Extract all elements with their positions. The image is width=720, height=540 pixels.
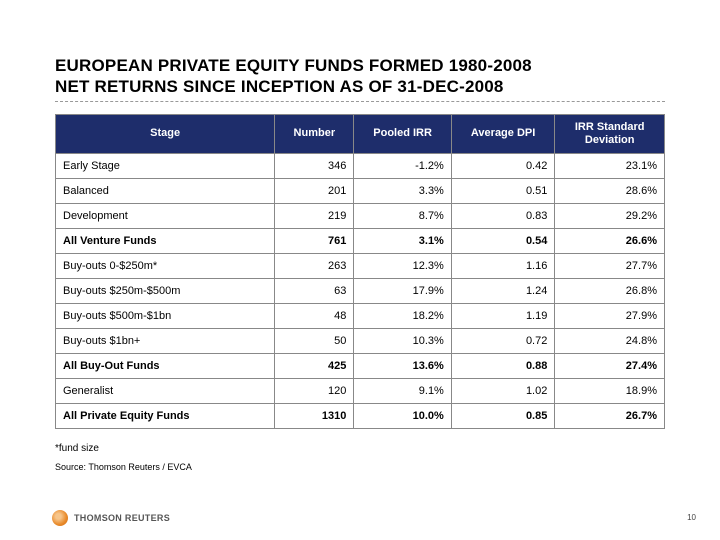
col-header-number: Number <box>275 114 354 153</box>
col-header-stage: Stage <box>56 114 275 153</box>
cell-pooled-irr: 10.3% <box>354 328 451 353</box>
cell-avg-dpi: 1.24 <box>451 278 555 303</box>
cell-avg-dpi: 0.54 <box>451 228 555 253</box>
cell-pooled-irr: 9.1% <box>354 378 451 403</box>
cell-irr-sd: 26.6% <box>555 228 665 253</box>
title-divider <box>55 101 665 102</box>
cell-number: 120 <box>275 378 354 403</box>
cell-pooled-irr: -1.2% <box>354 153 451 178</box>
col-header-avg-dpi: Average DPI <box>451 114 555 153</box>
table-row: Buy-outs $500m-$1bn4818.2%1.1927.9% <box>56 303 665 328</box>
cell-irr-sd: 27.4% <box>555 353 665 378</box>
cell-number: 63 <box>275 278 354 303</box>
table-row: All Venture Funds7613.1%0.5426.6% <box>56 228 665 253</box>
cell-stage: Buy-outs 0-$250m* <box>56 253 275 278</box>
cell-irr-sd: 28.6% <box>555 178 665 203</box>
cell-irr-sd: 23.1% <box>555 153 665 178</box>
cell-pooled-irr: 18.2% <box>354 303 451 328</box>
cell-avg-dpi: 0.83 <box>451 203 555 228</box>
brand-logo: THOMSON REUTERS <box>52 510 170 526</box>
cell-number: 48 <box>275 303 354 328</box>
cell-irr-sd: 26.8% <box>555 278 665 303</box>
cell-stage: All Venture Funds <box>56 228 275 253</box>
cell-number: 1310 <box>275 403 354 428</box>
cell-number: 761 <box>275 228 354 253</box>
source-text: Source: Thomson Reuters / EVCA <box>55 462 665 472</box>
cell-number: 346 <box>275 153 354 178</box>
cell-pooled-irr: 3.1% <box>354 228 451 253</box>
cell-stage: All Buy-Out Funds <box>56 353 275 378</box>
cell-pooled-irr: 13.6% <box>354 353 451 378</box>
cell-pooled-irr: 8.7% <box>354 203 451 228</box>
cell-pooled-irr: 17.9% <box>354 278 451 303</box>
cell-avg-dpi: 0.72 <box>451 328 555 353</box>
cell-pooled-irr: 10.0% <box>354 403 451 428</box>
cell-avg-dpi: 1.02 <box>451 378 555 403</box>
table-row: Generalist1209.1%1.0218.9% <box>56 378 665 403</box>
cell-avg-dpi: 0.85 <box>451 403 555 428</box>
cell-irr-sd: 27.9% <box>555 303 665 328</box>
page-number: 10 <box>687 513 696 522</box>
table-header-row: Stage Number Pooled IRR Average DPI IRR … <box>56 114 665 153</box>
returns-table: Stage Number Pooled IRR Average DPI IRR … <box>55 114 665 429</box>
cell-irr-sd: 24.8% <box>555 328 665 353</box>
cell-stage: Generalist <box>56 378 275 403</box>
table-row: Development2198.7%0.8329.2% <box>56 203 665 228</box>
cell-number: 201 <box>275 178 354 203</box>
brand-logo-text: THOMSON REUTERS <box>74 513 170 523</box>
table-row: Buy-outs 0-$250m*26312.3%1.1627.7% <box>56 253 665 278</box>
cell-pooled-irr: 3.3% <box>354 178 451 203</box>
col-header-pooled-irr: Pooled IRR <box>354 114 451 153</box>
cell-irr-sd: 26.7% <box>555 403 665 428</box>
table-row: All Private Equity Funds131010.0%0.8526.… <box>56 403 665 428</box>
cell-irr-sd: 27.7% <box>555 253 665 278</box>
cell-stage: Development <box>56 203 275 228</box>
table-row: Balanced2013.3%0.5128.6% <box>56 178 665 203</box>
cell-stage: Early Stage <box>56 153 275 178</box>
table-row: Buy-outs $1bn+5010.3%0.7224.8% <box>56 328 665 353</box>
cell-stage: All Private Equity Funds <box>56 403 275 428</box>
slide-title-line2: NET RETURNS SINCE INCEPTION AS OF 31-DEC… <box>55 76 665 97</box>
cell-stage: Balanced <box>56 178 275 203</box>
cell-number: 50 <box>275 328 354 353</box>
cell-avg-dpi: 1.16 <box>451 253 555 278</box>
thomson-reuters-icon <box>52 510 68 526</box>
cell-stage: Buy-outs $1bn+ <box>56 328 275 353</box>
cell-avg-dpi: 0.88 <box>451 353 555 378</box>
slide-title-line1: EUROPEAN PRIVATE EQUITY FUNDS FORMED 198… <box>55 55 665 76</box>
cell-avg-dpi: 1.19 <box>451 303 555 328</box>
cell-pooled-irr: 12.3% <box>354 253 451 278</box>
cell-irr-sd: 18.9% <box>555 378 665 403</box>
cell-stage: Buy-outs $250m-$500m <box>56 278 275 303</box>
table-row: Buy-outs $250m-$500m6317.9%1.2426.8% <box>56 278 665 303</box>
cell-number: 219 <box>275 203 354 228</box>
cell-avg-dpi: 0.42 <box>451 153 555 178</box>
cell-irr-sd: 29.2% <box>555 203 665 228</box>
cell-stage: Buy-outs $500m-$1bn <box>56 303 275 328</box>
cell-number: 263 <box>275 253 354 278</box>
cell-number: 425 <box>275 353 354 378</box>
col-header-irr-sd: IRR Standard Deviation <box>555 114 665 153</box>
table-row: All Buy-Out Funds42513.6%0.8827.4% <box>56 353 665 378</box>
footnote-text: *fund size <box>55 443 665 454</box>
table-row: Early Stage346-1.2%0.4223.1% <box>56 153 665 178</box>
cell-avg-dpi: 0.51 <box>451 178 555 203</box>
